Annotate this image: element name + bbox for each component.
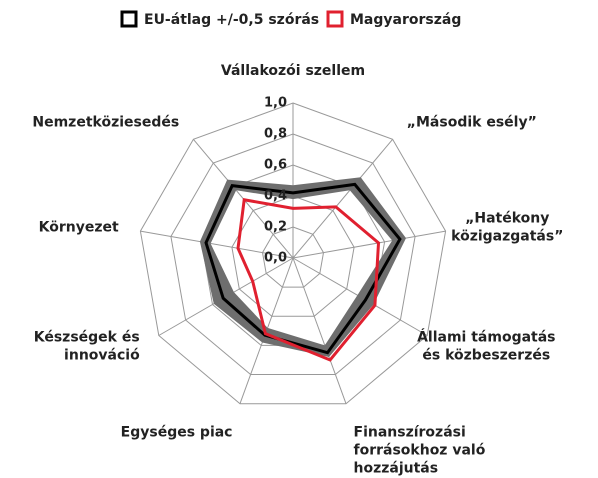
legend-label: Magyarország — [350, 12, 461, 28]
spoke — [292, 230, 446, 259]
category-label: Állami támogatás és közbeszerzés — [417, 329, 555, 364]
spoke — [292, 138, 394, 259]
category-label: Vállakozói szellem — [221, 63, 365, 79]
legend-label: EU-átlag +/-0,5 szórás — [144, 12, 319, 28]
legend-swatch — [120, 10, 138, 28]
spoke — [292, 257, 347, 404]
category-label: „Második esély” — [407, 114, 537, 130]
grid-ring — [261, 226, 325, 288]
legend-swatch — [326, 10, 344, 28]
category-label: „Hatékony közigazgatás” — [451, 210, 563, 244]
band-area — [199, 177, 406, 357]
r-tick-label: 0,2 — [264, 220, 287, 235]
spoke — [140, 230, 294, 259]
r-tick-label: 0,4 — [264, 189, 287, 204]
r-tick-label: 0,6 — [264, 158, 287, 173]
r-tick-label: 0,0 — [264, 251, 287, 266]
r-tick-label: 1,0 — [264, 96, 287, 111]
grid-ring — [170, 133, 416, 375]
category-label: Nemzetköziesedés — [32, 114, 179, 130]
grid-ring — [231, 195, 355, 317]
category-label: Egységes piac — [121, 424, 233, 440]
grid-ring — [139, 102, 447, 405]
series-line — [204, 182, 402, 355]
series-line — [236, 198, 381, 362]
category-label: Finanszírozási forrásokhoz való hozzájutás — [354, 424, 486, 476]
r-tick-label: 0,8 — [264, 127, 287, 142]
category-label: Környezet — [39, 219, 119, 235]
category-label: Készségek és innováció — [34, 330, 140, 364]
